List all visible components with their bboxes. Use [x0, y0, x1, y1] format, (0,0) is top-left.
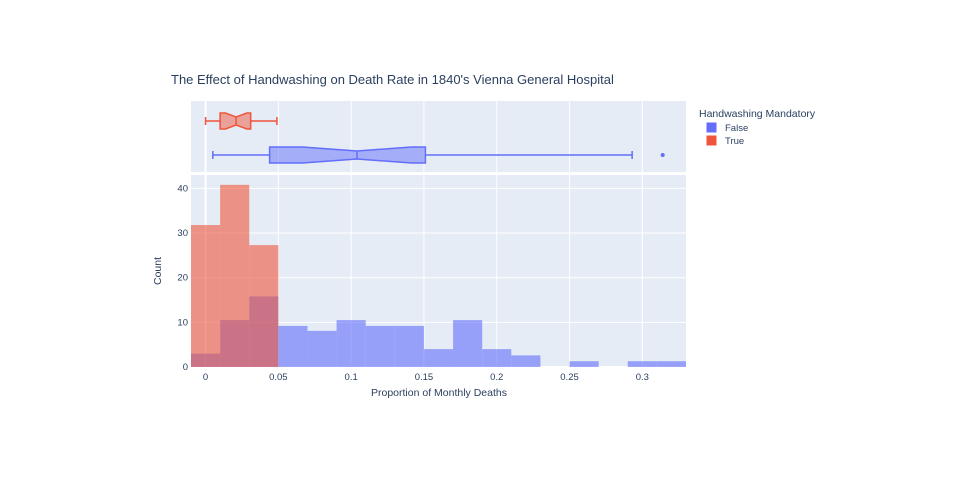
box-body-false: [268, 146, 427, 164]
y-axis-title: Count: [152, 257, 164, 285]
box-outlier-false: [660, 153, 665, 157]
x-tick-label: 0: [203, 372, 208, 383]
legend-swatch-false: [706, 122, 717, 133]
legend-item-true[interactable]: True: [706, 135, 744, 147]
x-tick-label: 0.15: [415, 372, 434, 383]
legend-title: Handwashing Mandatory: [699, 108, 816, 120]
y-tick-label: 40: [177, 183, 188, 194]
y-tick-label: 0: [183, 362, 188, 373]
y-axis-ticks: 0 10 20 30 40: [177, 183, 188, 373]
y-tick-label: 20: [177, 273, 188, 284]
histogram-bar-false: [482, 349, 512, 367]
legend-label-false: False: [725, 123, 748, 134]
histogram-bar-true: [249, 245, 279, 367]
histogram-bar-false: [627, 361, 657, 367]
x-tick-label: 0.1: [345, 372, 358, 383]
histogram-bars: [191, 184, 686, 367]
histogram-bar-false: [569, 361, 599, 367]
histogram-bar-false: [307, 330, 337, 367]
histogram-bar-false: [336, 320, 366, 367]
legend-swatch-true: [706, 135, 717, 146]
x-axis-title: Proportion of Monthly Deaths: [371, 387, 507, 399]
x-tick-label: 0.2: [490, 372, 503, 383]
histogram-bar-true: [191, 225, 221, 367]
histogram-bar-false: [278, 325, 308, 367]
y-tick-label: 10: [177, 317, 188, 328]
chart-title: The Effect of Handwashing on Death Rate …: [171, 72, 614, 87]
histogram-bar-false: [511, 355, 541, 367]
histogram-bar-false: [453, 320, 483, 367]
y-tick-label: 30: [177, 228, 188, 239]
legend[interactable]: Handwashing Mandatory False True: [699, 108, 816, 147]
histogram-bar-false: [365, 325, 395, 367]
x-axis-ticks: 0 0.05 0.1 0.15 0.2 0.25 0.3: [203, 372, 649, 383]
legend-item-false[interactable]: False: [706, 122, 748, 134]
box-panel-grid: [204, 101, 643, 172]
x-tick-label: 0.25: [560, 372, 579, 383]
x-tick-label: 0.05: [269, 372, 288, 383]
box-plots: [204, 112, 665, 164]
x-tick-label: 0.3: [636, 372, 649, 383]
histogram-bar-false: [423, 349, 454, 367]
histogram-bar-true: [220, 184, 250, 367]
histogram-bar-false: [394, 325, 424, 367]
histogram-bar-false: [656, 361, 686, 367]
box-panel: [191, 101, 686, 172]
legend-label-true: True: [725, 136, 744, 147]
